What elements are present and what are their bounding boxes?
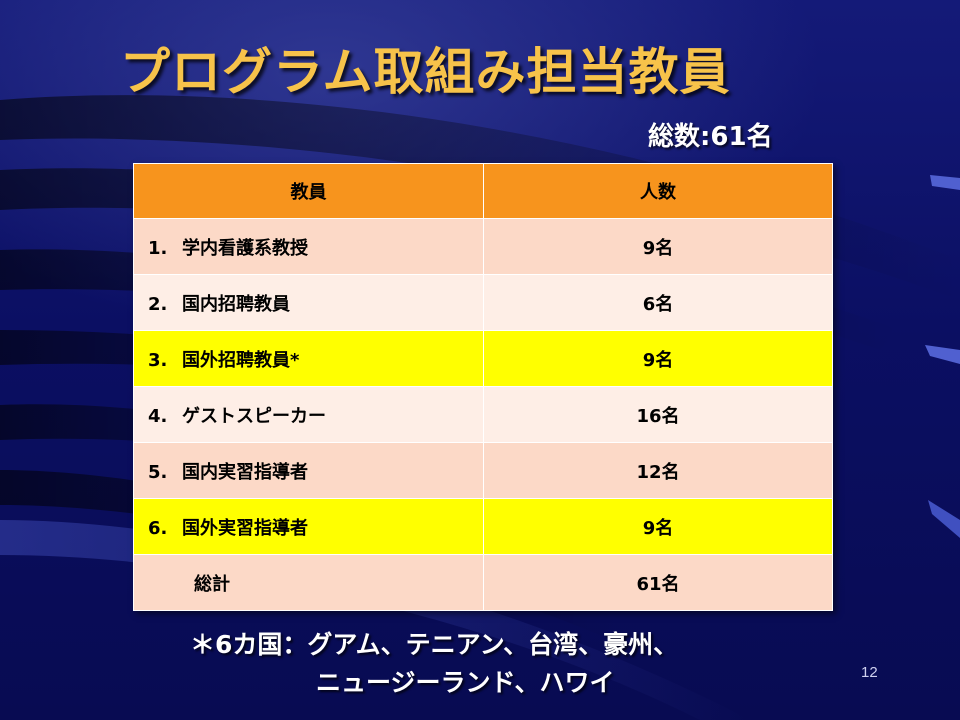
row-number: 3. bbox=[148, 349, 168, 371]
table-row: 5. 国内実習指導者 12名 bbox=[133, 442, 833, 499]
row-number: 4. bbox=[148, 405, 168, 427]
row-label: 国外実習指導者 bbox=[182, 517, 308, 539]
row-count: 16名 bbox=[483, 386, 833, 443]
footnote-line-2: ニュージーランド、ハワイ bbox=[316, 668, 615, 697]
total-count-label: 総数:61名 bbox=[648, 122, 773, 152]
total-label: 総計 bbox=[133, 554, 484, 611]
table-row: 1. 学内看護系教授 9名 bbox=[133, 218, 833, 275]
footnote: ＊6カ国：グアム、テニアン、台湾、豪州、 ニュージーランド、ハワイ bbox=[190, 626, 790, 702]
row-label: 国外招聘教員* bbox=[182, 349, 300, 371]
staff-table: 教員 人数 1. 学内看護系教授 9名 2. 国内招聘教員 6名 3. 国外招聘教員*… bbox=[133, 163, 833, 611]
page-number: 12 bbox=[861, 664, 878, 681]
row-label-cell: 5. 国内実習指導者 bbox=[133, 442, 484, 499]
row-label-cell: 6. 国外実習指導者 bbox=[133, 498, 484, 555]
row-label-cell: 4. ゲストスピーカー bbox=[133, 386, 484, 443]
row-count: 12名 bbox=[483, 442, 833, 499]
row-count: 9名 bbox=[483, 218, 833, 275]
table-header-row: 教員 人数 bbox=[133, 163, 833, 219]
header-count: 人数 bbox=[483, 163, 833, 219]
row-number: 2. bbox=[148, 293, 168, 315]
slide-title: プログラム取組み担当教員 bbox=[120, 43, 731, 101]
row-label-cell: 3. 国外招聘教員* bbox=[133, 330, 484, 387]
footnote-line-1: ＊6カ国：グアム、テニアン、台湾、豪州、 bbox=[190, 630, 679, 659]
row-label: 学内看護系教授 bbox=[182, 237, 308, 259]
row-count: 6名 bbox=[483, 274, 833, 331]
table-row-highlighted: 6. 国外実習指導者 9名 bbox=[133, 498, 833, 555]
header-staff: 教員 bbox=[133, 163, 484, 219]
row-label: 国内実習指導者 bbox=[182, 461, 308, 483]
table-row-highlighted: 3. 国外招聘教員* 9名 bbox=[133, 330, 833, 387]
table-row: 2. 国内招聘教員 6名 bbox=[133, 274, 833, 331]
row-count: 9名 bbox=[483, 498, 833, 555]
row-number: 5. bbox=[148, 461, 168, 483]
table-total-row: 総計 61名 bbox=[133, 554, 833, 611]
row-label: 国内招聘教員 bbox=[182, 293, 290, 315]
row-number: 1. bbox=[148, 237, 168, 259]
table-row: 4. ゲストスピーカー 16名 bbox=[133, 386, 833, 443]
row-count: 9名 bbox=[483, 330, 833, 387]
row-number: 6. bbox=[148, 517, 168, 539]
row-label: ゲストスピーカー bbox=[182, 405, 326, 427]
total-count: 61名 bbox=[483, 554, 833, 611]
row-label-cell: 1. 学内看護系教授 bbox=[133, 218, 484, 275]
row-label-cell: 2. 国内招聘教員 bbox=[133, 274, 484, 331]
